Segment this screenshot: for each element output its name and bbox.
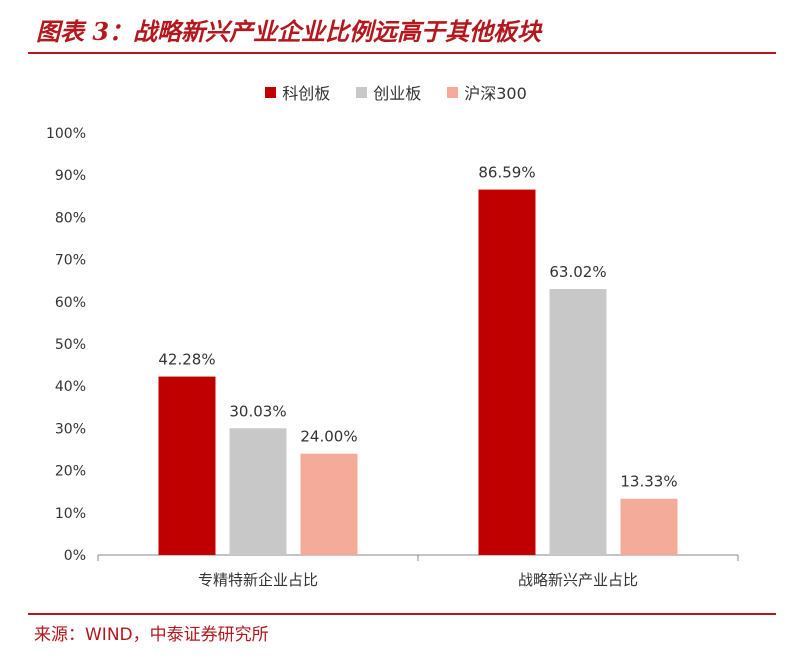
data-label: 30.03%: [229, 402, 286, 420]
y-tick-label: 60%: [55, 295, 86, 311]
legend-item-1: 创业板: [356, 80, 421, 104]
data-label: 86.59%: [478, 164, 535, 182]
source-note: 来源：WIND，中泰证券研究所: [34, 625, 269, 645]
chart-title: 图表 3：战略新兴产业企业比例远高于其他板块: [36, 17, 542, 46]
legend-label-2: 沪深300: [464, 84, 527, 103]
y-tick-label: 50%: [55, 337, 86, 353]
y-tick-label: 0%: [64, 548, 86, 564]
y-tick-label: 70%: [55, 253, 86, 269]
legend-swatch-0: [265, 86, 277, 98]
legend-swatch-2: [447, 86, 459, 98]
y-tick-label: 80%: [55, 210, 86, 226]
x-category-label: 专精特新企业占比: [198, 571, 318, 589]
bar-2-1: [620, 498, 678, 555]
y-tick-label: 10%: [55, 506, 86, 522]
title-divider: [28, 52, 776, 54]
bar-1-0: [229, 428, 287, 555]
legend-item-0: 科创板: [265, 80, 330, 104]
legend-label-1: 创业板: [373, 84, 422, 103]
source-divider: [28, 613, 776, 615]
bar-0-1: [478, 189, 536, 555]
data-label: 24.00%: [300, 428, 357, 446]
data-label: 63.02%: [549, 263, 606, 281]
y-tick-label: 40%: [55, 379, 86, 395]
x-category-label: 战略新兴产业占比: [518, 571, 638, 589]
y-tick-label: 20%: [55, 464, 86, 480]
legend-item-2: 沪深300: [447, 80, 527, 104]
y-tick-label: 100%: [46, 126, 86, 142]
bar-2-0: [300, 453, 358, 555]
data-label: 42.28%: [158, 351, 215, 369]
bar-0-0: [158, 376, 216, 555]
chart-legend: 科创板 创业板 沪深300: [0, 80, 792, 104]
y-tick-label: 30%: [55, 421, 86, 437]
bar-1-1: [549, 289, 607, 555]
legend-label-0: 科创板: [282, 84, 331, 103]
data-label: 13.33%: [620, 473, 677, 491]
y-tick-label: 90%: [55, 168, 86, 184]
legend-swatch-1: [356, 86, 368, 98]
